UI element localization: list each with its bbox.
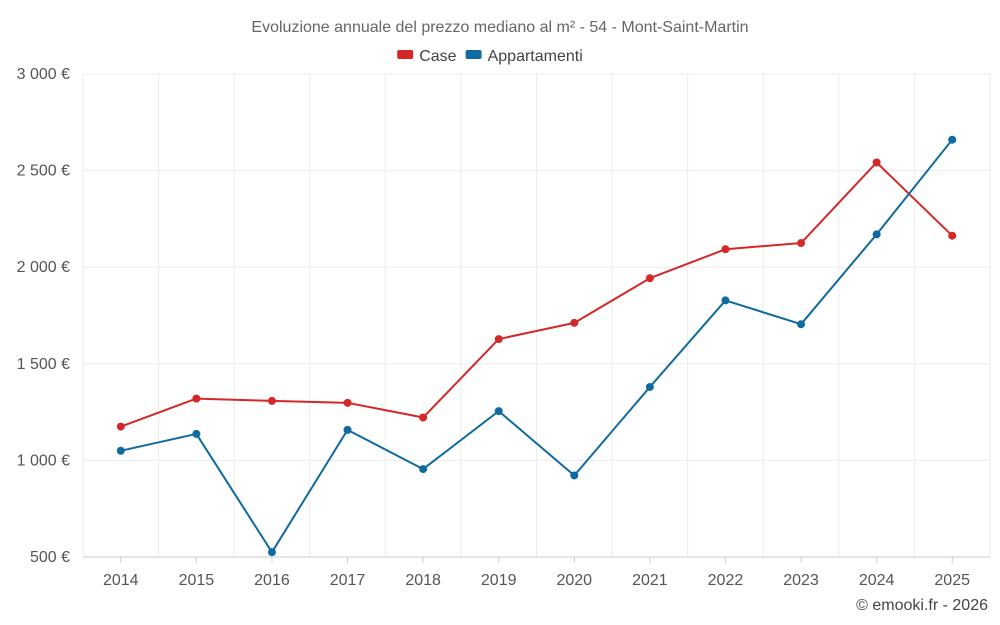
y-tick-label: 1 000 € xyxy=(17,452,70,469)
y-tick-label: 3 000 € xyxy=(17,66,70,83)
legend[interactable]: Case Appartamenti xyxy=(397,48,583,65)
x-tick-label: 2017 xyxy=(330,572,366,589)
y-tick-label: 1 500 € xyxy=(17,356,70,373)
x-tick-label: 2014 xyxy=(103,572,139,589)
x-axis: 2014 2015 2016 2017 2018 2019 2020 2021 2022 2023… xyxy=(83,556,990,589)
x-tick-label: 2025 xyxy=(934,572,970,589)
y-axis: 500 € 1 000 € 1 500 € 2 000 € 2 500 € 3 000 € xyxy=(17,66,70,566)
x-tick-label: 2020 xyxy=(556,572,592,589)
data-point[interactable] xyxy=(872,230,881,239)
legend-item-appartamenti[interactable]: Appartamenti xyxy=(465,48,583,65)
x-tick-label: 2022 xyxy=(708,572,744,589)
legend-label: Appartamenti xyxy=(488,48,583,65)
data-point[interactable] xyxy=(872,158,881,167)
data-point[interactable] xyxy=(721,245,730,254)
x-tick-label: 2019 xyxy=(481,572,517,589)
data-point[interactable] xyxy=(116,446,125,455)
data-point[interactable] xyxy=(192,429,201,438)
series-line xyxy=(120,139,953,554)
y-tick-label: 2 000 € xyxy=(17,259,70,276)
data-point[interactable] xyxy=(343,425,352,434)
data-point[interactable] xyxy=(419,465,428,474)
y-tick-label: 2 500 € xyxy=(17,163,70,180)
series-layer xyxy=(116,135,957,557)
data-point[interactable] xyxy=(267,396,276,405)
data-point[interactable] xyxy=(116,422,125,431)
data-point[interactable] xyxy=(645,274,654,283)
legend-swatch xyxy=(397,50,414,59)
series-case xyxy=(116,158,957,431)
series-appartamenti xyxy=(116,135,957,557)
x-tick-label: 2016 xyxy=(254,572,290,589)
y-tick-label: 500 € xyxy=(30,549,70,566)
data-point[interactable] xyxy=(494,335,503,344)
data-point[interactable] xyxy=(419,413,428,422)
legend-label: Case xyxy=(419,48,456,65)
data-point[interactable] xyxy=(570,318,579,327)
data-point[interactable] xyxy=(948,135,957,144)
data-point[interactable] xyxy=(494,407,503,416)
data-point[interactable] xyxy=(948,231,957,240)
credit-text: © emooki.fr - 2026 xyxy=(856,597,988,614)
data-point[interactable] xyxy=(797,239,806,248)
x-tick-label: 2015 xyxy=(179,572,215,589)
data-point[interactable] xyxy=(645,382,654,391)
legend-item-case[interactable]: Case xyxy=(397,48,457,65)
data-point[interactable] xyxy=(192,394,201,403)
x-tick-label: 2018 xyxy=(405,572,441,589)
x-tick-label: 2021 xyxy=(632,572,668,589)
x-tick-label: 2024 xyxy=(859,572,895,589)
x-tick-label: 2023 xyxy=(783,572,819,589)
gridlines xyxy=(82,73,991,558)
data-point[interactable] xyxy=(343,398,352,407)
series-line xyxy=(120,161,953,428)
data-point[interactable] xyxy=(267,548,276,557)
data-point[interactable] xyxy=(797,320,806,329)
legend-swatch xyxy=(465,50,482,59)
data-point[interactable] xyxy=(721,296,730,305)
data-point[interactable] xyxy=(570,471,579,480)
chart-title: Evoluzione annuale del prezzo mediano al… xyxy=(251,19,748,36)
